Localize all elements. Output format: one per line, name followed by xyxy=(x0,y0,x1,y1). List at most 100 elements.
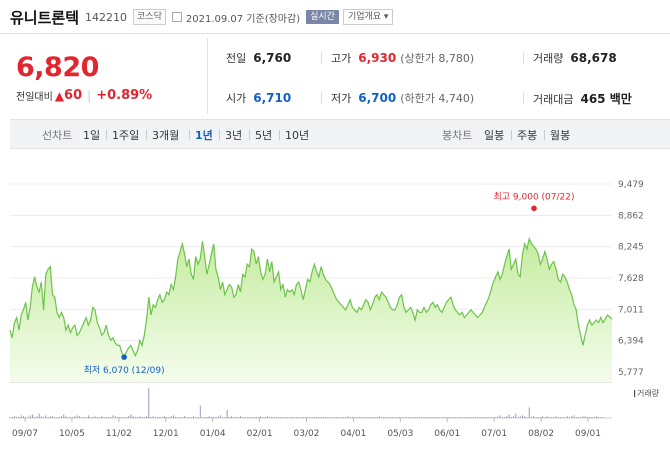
stat-low-value: 6,700 xyxy=(358,91,397,105)
volume-bar xyxy=(356,417,358,418)
candle-daily[interactable]: 일봉 xyxy=(484,129,505,142)
volume-bar xyxy=(490,417,492,418)
volume-bar xyxy=(108,417,109,418)
volume-bar xyxy=(296,417,297,418)
stat-high-value: 6,930 xyxy=(358,51,397,65)
volume-bar xyxy=(228,417,230,418)
volume-bar xyxy=(475,417,476,418)
volume-bar xyxy=(269,417,271,418)
volume-bar xyxy=(43,417,45,418)
period-10y[interactable]: 10년 xyxy=(285,129,310,142)
volume-bar xyxy=(313,417,315,418)
volume-bar xyxy=(347,416,349,418)
volume-bar xyxy=(61,416,62,418)
stock-name: 유니트론텍 xyxy=(10,8,80,27)
volume-bar xyxy=(146,416,148,418)
volume-bar xyxy=(67,417,69,418)
volume-bar xyxy=(202,417,203,418)
low-marker xyxy=(121,354,127,360)
volume-bar xyxy=(208,416,210,418)
volume-bar xyxy=(504,417,506,418)
stat-divider xyxy=(321,92,322,104)
volume-bar xyxy=(94,416,96,418)
volume-bar xyxy=(600,417,602,418)
volume-bar xyxy=(376,417,378,418)
period-5y[interactable]: 5년 xyxy=(255,129,273,142)
volume-bar xyxy=(392,417,394,418)
volume-bar xyxy=(372,417,374,418)
price-change: 전일대비 ▲ 60 | +0.89% xyxy=(16,88,152,103)
volume-bar xyxy=(16,417,18,418)
x-tick-label: 01/04 xyxy=(200,429,226,439)
period-3y[interactable]: 3년 xyxy=(225,129,243,142)
volume-bar xyxy=(573,415,575,418)
x-tick-label: 07/01 xyxy=(481,429,507,439)
stat-low-label: 저가 xyxy=(331,92,352,105)
change-percent: +0.89% xyxy=(96,88,153,103)
stat-open-value: 6,710 xyxy=(253,91,292,105)
volume-bar xyxy=(378,416,380,418)
volume-bar xyxy=(533,416,535,418)
stat-open-label: 시가 xyxy=(226,92,247,105)
volume-bar xyxy=(363,417,365,418)
volume-bar xyxy=(237,417,239,418)
stat-prev-label: 전일 xyxy=(226,52,247,65)
volume-bar xyxy=(27,417,29,418)
toolbar-divider xyxy=(219,130,220,140)
volume-bar xyxy=(85,417,87,418)
volume-bar xyxy=(90,417,92,418)
volume-bar xyxy=(302,417,304,418)
header-divider xyxy=(0,33,670,34)
volume-bar xyxy=(199,405,201,418)
volume-bar xyxy=(231,416,233,418)
volume-bar xyxy=(54,417,56,418)
volume-bar xyxy=(584,416,586,418)
volume-bar xyxy=(143,417,145,418)
volume-bar xyxy=(175,417,177,418)
candle-weekly[interactable]: 주봉 xyxy=(517,129,538,142)
volume-bar xyxy=(282,417,284,418)
volume-bar xyxy=(452,417,454,418)
volume-bar xyxy=(217,416,219,418)
volume-bar xyxy=(11,417,13,418)
volume-bar xyxy=(117,417,118,418)
period-3m[interactable]: 3개월 xyxy=(152,129,180,142)
period-1d[interactable]: 1일 xyxy=(83,129,101,142)
toolbar-divider xyxy=(106,130,107,140)
quote-date: 2021.09.07 기준(장마감) xyxy=(185,13,301,25)
volume-bar xyxy=(497,416,499,418)
company-info-dropdown[interactable]: 기업개요 ▾ xyxy=(342,9,394,25)
volume-bar xyxy=(477,417,479,418)
toolbar-divider xyxy=(249,130,250,140)
candle-monthly[interactable]: 월봉 xyxy=(550,129,571,142)
volume-bar xyxy=(327,417,329,418)
volume-bar xyxy=(137,417,139,418)
volume-bar xyxy=(278,417,280,418)
stat-amount-label: 거래대금 xyxy=(533,92,574,106)
volume-bar xyxy=(367,417,369,418)
x-tick-label: 10/05 xyxy=(59,429,85,439)
stat-volume: 거래량 68,678 xyxy=(533,50,617,66)
volume-bar xyxy=(206,417,208,418)
period-1w[interactable]: 1주일 xyxy=(112,129,140,142)
volume-bar xyxy=(157,417,159,418)
volume-bar xyxy=(249,417,250,418)
volume-bar xyxy=(461,417,463,418)
volume-bar xyxy=(289,417,291,418)
volume-bar xyxy=(164,416,165,418)
volume-bar xyxy=(553,417,555,418)
volume-bar xyxy=(246,417,248,418)
volume-bar xyxy=(253,417,255,418)
realtime-button[interactable]: 실시간 xyxy=(306,10,339,24)
volume-bar xyxy=(381,417,382,418)
period-1y[interactable]: 1년 xyxy=(195,129,213,142)
volume-legend-icon xyxy=(634,390,636,397)
volume-bar xyxy=(152,416,154,418)
volume-bar xyxy=(188,417,190,418)
volume-bar xyxy=(437,417,438,418)
x-tick-label: 11/02 xyxy=(106,429,132,439)
volume-bar xyxy=(128,416,130,418)
x-tick-label: 05/03 xyxy=(387,429,413,439)
volume-bar xyxy=(595,416,597,418)
